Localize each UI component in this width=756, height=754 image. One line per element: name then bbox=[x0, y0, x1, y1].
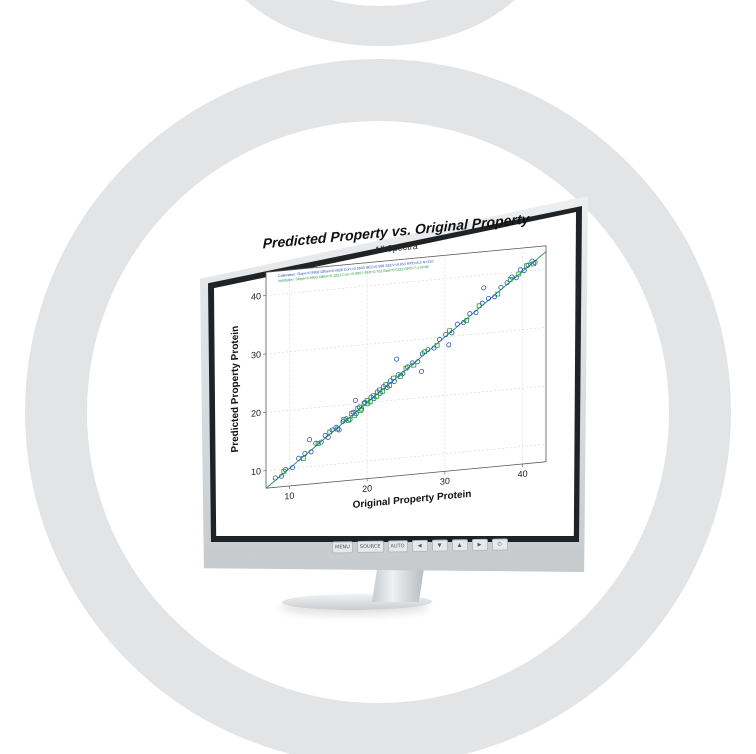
chart-subtitle: All Spectra bbox=[374, 241, 418, 255]
calibration-point bbox=[504, 280, 510, 286]
scatter-chart: Predicted Property vs. Original Property… bbox=[230, 210, 547, 511]
validation-point bbox=[447, 328, 452, 334]
calibration-point bbox=[352, 397, 358, 403]
calibration-point bbox=[322, 432, 328, 438]
down-arrow-button[interactable]: ▼ bbox=[431, 539, 448, 552]
validation-point bbox=[507, 276, 513, 283]
calibration-point bbox=[419, 368, 425, 374]
y-grid-line bbox=[266, 268, 546, 296]
axis-ticks: 10 20 30 40 10 20 30 40 bbox=[251, 291, 528, 502]
validation-point bbox=[524, 263, 529, 269]
y-grid-line bbox=[266, 385, 546, 413]
calibration-point bbox=[473, 309, 479, 316]
auto-button[interactable]: AUTO bbox=[387, 540, 408, 553]
monitor-stand-neck bbox=[372, 568, 424, 602]
calibration-point bbox=[302, 451, 308, 457]
calibration-point bbox=[272, 475, 278, 481]
calibration-point bbox=[454, 321, 460, 327]
validation-point bbox=[335, 426, 340, 432]
validation-point bbox=[411, 362, 417, 368]
y-tick-label: 20 bbox=[251, 408, 261, 419]
calibration-point bbox=[347, 417, 353, 423]
calibration-point bbox=[325, 434, 331, 440]
data-points bbox=[272, 258, 538, 481]
calibration-point bbox=[532, 260, 538, 266]
validation-point bbox=[346, 417, 351, 423]
calibration-point bbox=[525, 262, 531, 268]
calibration-point bbox=[481, 285, 487, 291]
plot-border bbox=[265, 245, 547, 489]
calibration-point bbox=[391, 379, 397, 385]
x-tick-label: 40 bbox=[518, 469, 528, 480]
y-axis-label: Predicted Property Protein bbox=[230, 325, 241, 453]
validation-point bbox=[422, 349, 428, 355]
calibration-point bbox=[394, 356, 400, 362]
calibration-point bbox=[279, 473, 285, 479]
calibration-point bbox=[485, 295, 491, 301]
y-grid-line bbox=[266, 443, 546, 471]
x-tick-label: 30 bbox=[440, 476, 450, 487]
source-button[interactable]: SOURCE bbox=[356, 540, 384, 554]
validation-point bbox=[341, 416, 347, 423]
chart-container: Predicted Property vs. Original Property… bbox=[226, 198, 566, 530]
validation-point bbox=[358, 407, 364, 413]
calibration-point bbox=[296, 455, 302, 461]
validation-point bbox=[387, 382, 393, 389]
validation-point bbox=[391, 375, 396, 381]
plot-area bbox=[265, 245, 547, 489]
calibration-point bbox=[443, 332, 449, 338]
menu-button[interactable]: MENU bbox=[331, 541, 353, 554]
validation-point bbox=[516, 271, 522, 277]
calibration-point bbox=[467, 311, 473, 317]
validation-point bbox=[300, 455, 306, 462]
calibration-point bbox=[307, 437, 313, 443]
validation-point bbox=[327, 429, 333, 435]
validation-point bbox=[367, 399, 373, 405]
validation-point bbox=[476, 303, 482, 309]
calibration-point bbox=[308, 449, 314, 455]
x-tick-label: 20 bbox=[362, 483, 372, 494]
validation-point bbox=[495, 291, 501, 297]
calibration-point bbox=[498, 284, 504, 290]
y-tick-label: 40 bbox=[251, 291, 261, 302]
validation-point bbox=[352, 412, 358, 419]
validation-point bbox=[403, 365, 409, 371]
calibration-point bbox=[415, 359, 421, 365]
validation-point bbox=[380, 388, 386, 395]
validation-point bbox=[370, 393, 376, 399]
calibration-point bbox=[446, 342, 452, 348]
y-grid-line bbox=[266, 327, 546, 355]
up-arrow-button[interactable]: ▲ bbox=[451, 539, 468, 552]
calibration-point bbox=[436, 336, 442, 342]
calibration-point bbox=[289, 465, 295, 471]
calibration-point bbox=[336, 427, 342, 433]
y-tick-label: 10 bbox=[251, 466, 261, 477]
power-button[interactable]: ⏻ bbox=[491, 538, 508, 551]
grid-lines bbox=[266, 247, 546, 487]
left-arrow-button[interactable]: ◀ bbox=[411, 539, 428, 553]
calibration-point bbox=[521, 268, 527, 274]
right-arrow-button[interactable]: ▶ bbox=[471, 538, 488, 552]
validation-point bbox=[374, 394, 379, 400]
validation-point bbox=[281, 468, 287, 474]
validation-point bbox=[315, 440, 321, 447]
validation-point bbox=[464, 317, 470, 324]
validation-point bbox=[361, 401, 367, 407]
calibration-point bbox=[318, 439, 324, 445]
validation-point bbox=[531, 261, 536, 267]
calibration-point bbox=[405, 364, 411, 370]
x-tick-label: 10 bbox=[284, 491, 294, 502]
validation-point bbox=[434, 342, 440, 348]
y-tick-label: 30 bbox=[251, 349, 261, 360]
validation-point bbox=[398, 373, 403, 379]
